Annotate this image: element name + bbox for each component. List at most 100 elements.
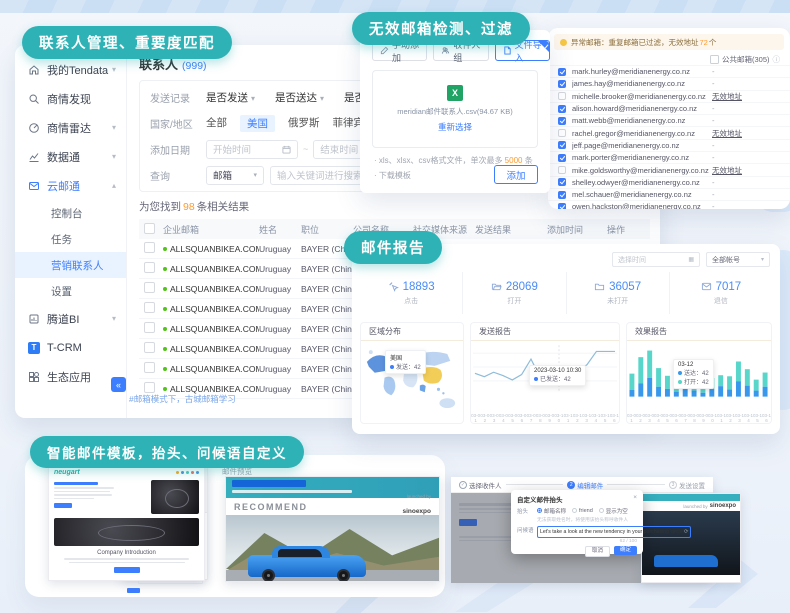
sidebar-subitem[interactable]: 控制台: [51, 207, 83, 220]
template-thumb-1[interactable]: neugart Company Introduction: [48, 463, 205, 581]
send-filter-dropdown[interactable]: 是否发送 ▾: [206, 91, 256, 104]
add-button[interactable]: 添加: [494, 165, 538, 184]
country-chip[interactable]: 全部: [206, 116, 227, 129]
email-checkbox[interactable]: [558, 92, 566, 101]
sidebar-item[interactable]: 商情发现: [15, 84, 126, 113]
send-filter-dropdown[interactable]: 是否送达 ▾: [275, 91, 325, 104]
template1-section-title: Company Introduction: [97, 550, 156, 556]
column-header: 职位: [301, 224, 320, 235]
status-dot: [163, 386, 167, 391]
sidebar-item[interactable]: T T-CRM: [15, 333, 126, 362]
sidebar-subitem[interactable]: 设置: [51, 285, 72, 298]
wizard-step[interactable]: ✓ 选择收件人: [459, 480, 502, 490]
template-thumb-3[interactable]: RECOMMEND launched by sinoexpo: [225, 476, 440, 582]
import-tab-active[interactable]: 文件导入: [494, 40, 550, 63]
wizard-step[interactable]: 3 发送设置: [669, 480, 705, 490]
sidebar-item[interactable]: 商情雷达 ▾: [15, 113, 126, 142]
email-row[interactable]: alison.howard@meridianenergy.co.nz -: [548, 101, 790, 114]
row-checkbox[interactable]: [143, 302, 155, 313]
x-axis-label: 03-0 5: [663, 412, 673, 423]
x-axis-label: 03-1 6: [609, 412, 619, 423]
date-start-input[interactable]: 开始时间: [206, 139, 298, 159]
uploaded-file-name: meridian邮件联系人.csv(94.67 KB): [397, 107, 513, 116]
bar-segment: [656, 386, 662, 397]
report-date-input[interactable]: 选择时间 ▦: [612, 252, 700, 267]
email-row[interactable]: matt.webb@meridianenergy.co.nz -: [548, 114, 790, 126]
email-row[interactable]: mark.porter@meridianenergy.co.nz -: [548, 151, 790, 163]
email-checkbox[interactable]: [558, 202, 566, 209]
email-row[interactable]: mel.schauer@meridianenergy.co.nz -: [548, 187, 790, 200]
x-axis-label: 03-1 3: [735, 412, 745, 423]
close-icon[interactable]: ×: [633, 494, 637, 501]
status-dot: [163, 266, 167, 271]
upload-dropzone[interactable]: X meridian邮件联系人.csv(94.67 KB) 重新选择: [372, 70, 538, 148]
decor-bottom-strip: [0, 0, 790, 13]
row-checkbox[interactable]: [143, 362, 155, 373]
email-row[interactable]: mark.hurley@meridianenergy.co.nz -: [548, 65, 790, 77]
results-count: 98: [183, 201, 195, 213]
report-account-select[interactable]: 全部帐号 ▾: [706, 252, 770, 267]
email-checkbox[interactable]: [558, 116, 566, 125]
download-template-link[interactable]: · 下载模板: [374, 171, 411, 180]
email-checkbox[interactable]: [558, 178, 566, 187]
sidebar-collapse-button[interactable]: «: [111, 377, 126, 392]
header-radio-option[interactable]: 显示为空: [598, 507, 628, 515]
greeting-input[interactable]: Let's take a look at the new tendency in…: [537, 525, 692, 538]
row-checkbox[interactable]: [143, 342, 155, 353]
confirm-button[interactable]: 确定: [613, 545, 637, 555]
sidebar-item[interactable]: 我的Tendata ▾: [15, 55, 126, 84]
x-axis-label: 03-0 6: [517, 412, 527, 423]
wizard-step[interactable]: 2 编辑邮件: [567, 480, 603, 490]
email-row[interactable]: michelle.brooker@meridianenergy.co.nz 无效地…: [548, 89, 790, 102]
sidebar-subitem[interactable]: 任务: [51, 233, 72, 246]
country-chip[interactable]: 菲律宾: [332, 116, 365, 129]
cancel-button[interactable]: 取消: [584, 545, 610, 557]
query-type-select[interactable]: 邮箱 ▾: [206, 165, 264, 185]
calendar-icon: [282, 145, 291, 154]
email-row[interactable]: jeff.page@meridianenergy.co.nz -: [548, 138, 790, 151]
email-checkbox[interactable]: [558, 141, 566, 150]
x-axis-label: 03-0 2: [636, 412, 646, 423]
template-thumb-4[interactable]: launched by sinoexpo: [641, 493, 741, 583]
sidebar-item[interactable]: 生态应用: [15, 362, 126, 391]
home-icon: [28, 64, 40, 76]
row-checkbox[interactable]: [143, 322, 155, 333]
email-checkbox[interactable]: [558, 190, 566, 199]
email-row[interactable]: owen.hackston@meridianenergy.co.nz -: [548, 200, 790, 209]
stat-item: 36057 未打开: [565, 272, 669, 314]
row-checkbox[interactable]: [143, 242, 155, 253]
country-chip[interactable]: 俄罗斯: [288, 116, 320, 129]
header-radio-option[interactable]: 邮箱名称: [537, 507, 566, 515]
country-chip[interactable]: 美国: [240, 114, 275, 132]
email-checkbox[interactable]: [558, 153, 566, 162]
row-checkbox[interactable]: [143, 282, 155, 293]
email-row[interactable]: rachel.gregor@meridianenergy.co.nz 无效地址: [548, 126, 790, 138]
refresh-icon[interactable]: ⟳: [684, 528, 689, 535]
sidebar-item[interactable]: 腾道BI ▾: [15, 304, 126, 333]
sidebar-item[interactable]: 云邮通 ▴: [15, 171, 126, 200]
email-checkbox[interactable]: [558, 79, 566, 88]
sidebar-subitem[interactable]: 营销联系人: [15, 252, 126, 278]
row-checkbox[interactable]: [143, 382, 155, 393]
public-mailbox-checkbox[interactable]: [709, 54, 719, 64]
group-icon: [441, 46, 450, 55]
reselect-link[interactable]: 重新选择: [437, 122, 472, 132]
email-row[interactable]: mike.goldsworthy@meridianenergy.co.nz 无效地…: [548, 163, 790, 175]
custom-header-modal: 自定义邮件抬头 × 抬头 邮箱名称 friend 显示为空 无法获取姓名时，将使用该…: [511, 490, 692, 557]
email-checkbox[interactable]: [558, 129, 566, 138]
sidebar-item[interactable]: 数据通 ▾: [15, 142, 126, 171]
footnote-link[interactable]: #邮箱模式下，古城邮箱学习: [129, 394, 236, 404]
row-checkbox[interactable]: [143, 262, 155, 273]
status-dot: [163, 306, 167, 311]
email-checkbox[interactable]: [558, 166, 566, 175]
bar-segment: [664, 375, 670, 389]
email-checkbox[interactable]: [558, 67, 566, 76]
email-row[interactable]: shelley.odwyer@meridianenergy.co.nz -: [548, 175, 790, 188]
sidebar: 我的Tendata ▾ 商情发现 商情雷达 ▾ 数据通 ▾ 云邮通 ▴ 控制台任务营销联系人设置…: [15, 45, 127, 418]
email-checkbox[interactable]: [558, 104, 566, 113]
bar-segment: [735, 381, 741, 397]
select-all-checkbox[interactable]: [143, 222, 155, 234]
header-radio-option[interactable]: friend: [572, 508, 593, 514]
email-row[interactable]: james.hay@meridianenergy.co.nz -: [548, 77, 790, 89]
bar-segment: [709, 388, 715, 397]
